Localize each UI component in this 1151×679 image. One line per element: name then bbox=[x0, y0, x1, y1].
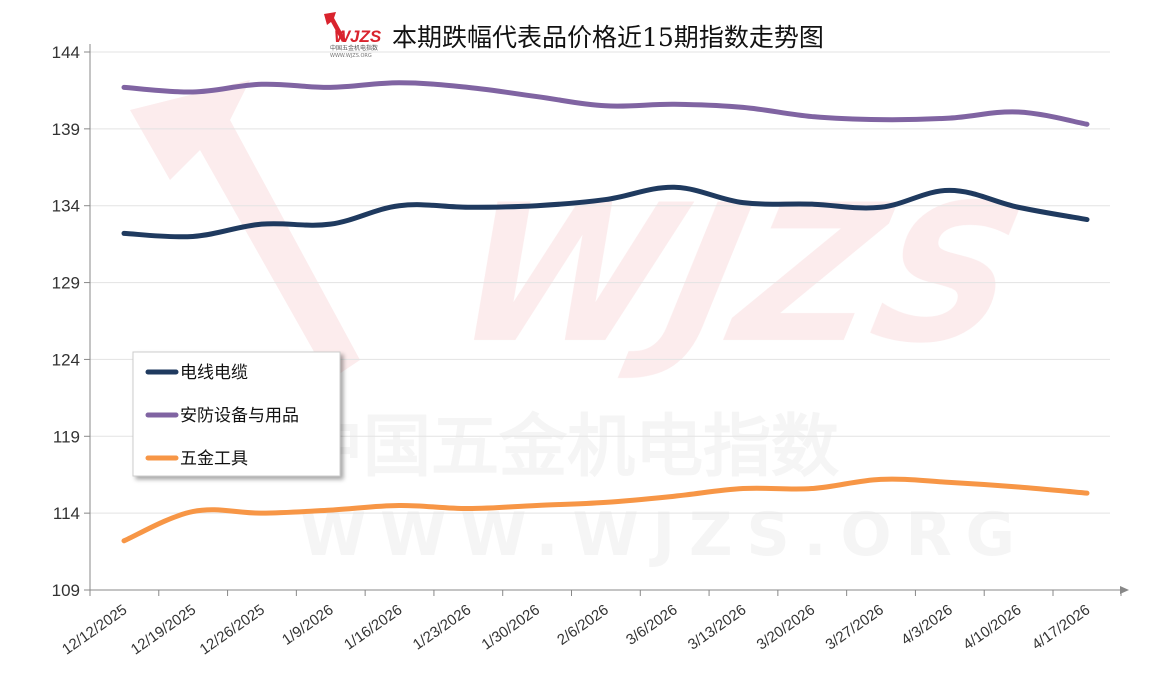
x-tick-label: 1/23/2026 bbox=[410, 601, 474, 653]
legend-label: 安防设备与用品 bbox=[180, 406, 299, 426]
x-tick-label: 3/6/2026 bbox=[623, 601, 681, 648]
chart-logo: WJZS 中国五金机电指数 WWW.WJZS.ORG bbox=[324, 12, 382, 59]
y-tick-label: 109 bbox=[52, 581, 80, 600]
logo-text: WJZS bbox=[334, 27, 382, 46]
watermark-url: WWW.WJZS.ORG bbox=[300, 500, 1029, 570]
legend-label: 电线电缆 bbox=[180, 363, 248, 383]
x-axis-arrow-icon bbox=[1120, 586, 1129, 594]
x-tick-label: 4/17/2026 bbox=[1029, 601, 1093, 653]
y-tick-label: 119 bbox=[53, 427, 80, 446]
x-tick-label: 12/19/2025 bbox=[128, 601, 199, 658]
x-tick-label: 2/6/2026 bbox=[554, 601, 612, 648]
y-tick-label: 124 bbox=[52, 350, 80, 369]
legend-label: 五金工具 bbox=[180, 449, 248, 469]
y-tick-label: 139 bbox=[52, 120, 80, 139]
watermark: WJZS 中国五金机电指数 WWW.WJZS.ORG bbox=[130, 80, 1040, 570]
x-tick-label: 3/20/2026 bbox=[754, 601, 818, 653]
y-tick-label: 129 bbox=[52, 274, 80, 293]
x-tick-label: 3/27/2026 bbox=[823, 601, 887, 653]
logo-subtext: 中国五金机电指数 bbox=[330, 44, 378, 52]
y-tick-label: 134 bbox=[52, 197, 80, 216]
y-tick-label: 144 bbox=[52, 43, 80, 62]
watermark-subtext: 中国五金机电指数 bbox=[295, 408, 839, 487]
x-tick-label: 1/30/2026 bbox=[479, 601, 543, 653]
x-tick-label: 4/3/2026 bbox=[898, 601, 956, 648]
y-tick-label: 114 bbox=[53, 504, 80, 523]
x-tick-label: 1/9/2026 bbox=[279, 601, 337, 648]
watermark-logo: WJZS bbox=[438, 165, 1040, 386]
x-tick-label: 12/26/2025 bbox=[197, 601, 268, 658]
x-tick-label: 12/12/2025 bbox=[59, 601, 130, 658]
x-tick-label: 3/13/2026 bbox=[685, 601, 749, 653]
logo-arrow-icon bbox=[324, 12, 346, 42]
chart-title: 本期跌幅代表品价格近15期指数走势图 bbox=[392, 23, 824, 52]
watermark-arrow bbox=[130, 80, 360, 380]
x-tick-label: 1/16/2026 bbox=[341, 601, 405, 653]
series-line bbox=[121, 80, 1090, 127]
x-tick-label: 4/10/2026 bbox=[960, 601, 1024, 653]
logo-url: WWW.WJZS.ORG bbox=[330, 53, 372, 59]
